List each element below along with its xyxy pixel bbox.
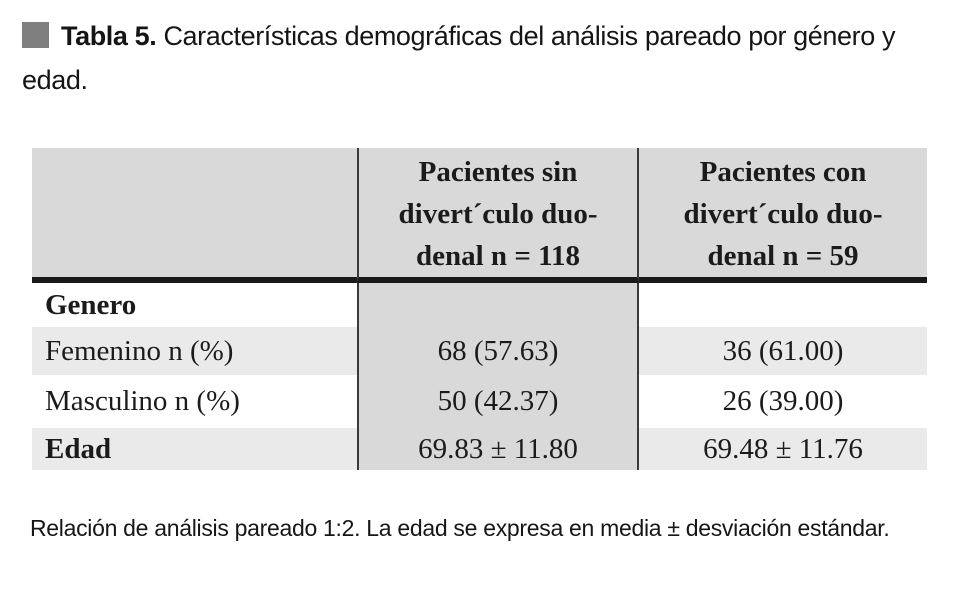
header-cell-con-diverticulo: Pacientes con divert´culo duo- denal n =… [639,148,927,283]
demographics-table: Pacientes sin divert´culo duo- denal n =… [32,148,927,470]
row-edad-label: Edad [32,428,357,470]
caption-bullet-icon [22,22,49,48]
row-genero-con-value [639,283,927,327]
row-masculino-label: Masculino n (%) [45,385,240,417]
row-edad-con-value: 69.48 ± 11.76 [639,428,927,470]
row-genero-label: Genero [45,288,137,321]
row-masculino-sin-value: 50 (42.37) [357,375,639,428]
row-masculino-con-value: 26 (39.00) [722,385,844,417]
header-cell-empty [32,148,357,283]
caption-tag: Tabla 5. [61,21,157,51]
row-genero-sin-value [357,283,639,327]
row-femenino-label: Femenino n (%) [32,327,357,375]
row-femenino-sin-value: 68 (57.63) [357,327,639,375]
header-cell-sin-diverticulo: Pacientes sin divert´culo duo- denal n =… [357,148,639,283]
row-edad-sin-value: 69.83 ± 11.80 [357,428,639,470]
row-femenino-con-value: 36 (61.00) [639,327,927,375]
table-caption: Tabla 5. Características demográficas de… [22,14,910,102]
caption-text: Características demográficas del análisi… [22,21,896,95]
table-footnote: Relación de análisis pareado 1:2. La eda… [30,515,890,541]
